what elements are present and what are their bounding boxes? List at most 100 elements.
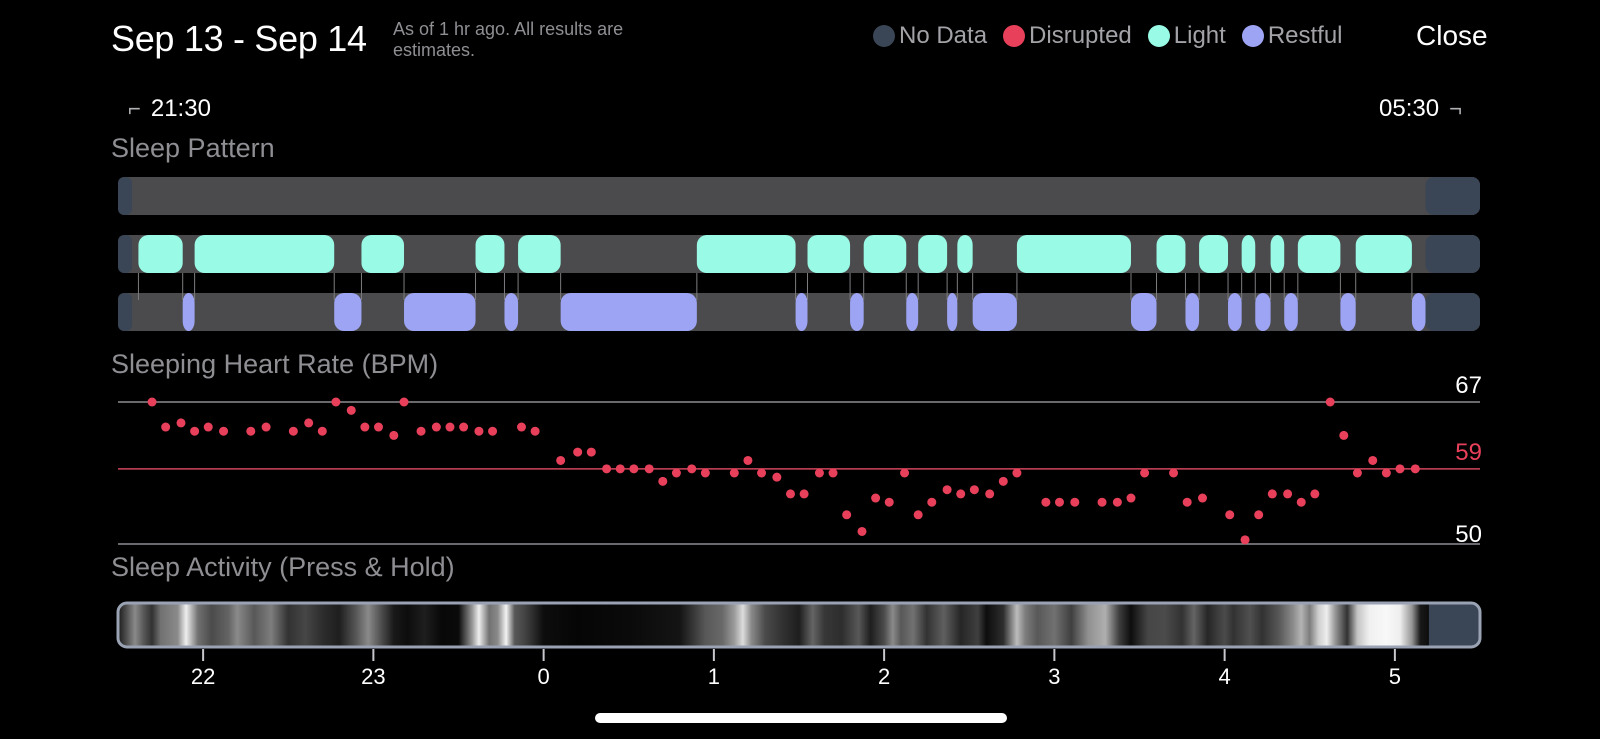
light-sleep-segment bbox=[475, 235, 505, 273]
sleep-activity-bar[interactable] bbox=[116, 601, 1482, 649]
heart-rate-point bbox=[317, 426, 327, 436]
heart-rate-point bbox=[785, 489, 795, 499]
heart-rate-point bbox=[459, 422, 469, 432]
legend-item-disrupted: Disrupted bbox=[1003, 22, 1132, 50]
axis-tick-label: 0 bbox=[538, 664, 550, 689]
no-data-end bbox=[1425, 293, 1480, 331]
heart-rate-point bbox=[1296, 497, 1306, 507]
restful-sleep-segment bbox=[1255, 293, 1271, 331]
heart-rate-point bbox=[828, 468, 838, 478]
bracket-right-icon: ¬ bbox=[1449, 96, 1462, 121]
heart-rate-point bbox=[629, 464, 639, 474]
heart-rate-point bbox=[416, 426, 426, 436]
no-data-end bbox=[1425, 177, 1480, 215]
heart-rate-point bbox=[799, 489, 809, 499]
bracket-left-icon: ⌐ bbox=[128, 96, 141, 121]
heart-rate-point bbox=[573, 447, 583, 457]
heart-rate-point bbox=[1381, 468, 1391, 478]
axis-tick-label: 22 bbox=[191, 664, 215, 689]
heart-rate-point bbox=[658, 476, 668, 486]
heart-rate-point bbox=[1325, 397, 1335, 407]
restful-sleep-segment bbox=[1130, 293, 1157, 331]
heart-rate-point bbox=[586, 447, 596, 457]
heart-rate-point bbox=[615, 464, 625, 474]
range-end-time: 05:30 bbox=[1379, 95, 1440, 122]
restful-sleep-segment bbox=[1340, 293, 1356, 331]
light-sleep-segment bbox=[696, 235, 796, 273]
home-indicator[interactable] bbox=[595, 713, 1007, 723]
heart-rate-point bbox=[431, 422, 441, 432]
heart-rate-point bbox=[842, 510, 852, 520]
sleep-pattern-heading: Sleep Pattern bbox=[111, 133, 275, 163]
light-sleep-segment bbox=[1297, 235, 1341, 273]
heart-rate-point bbox=[556, 455, 566, 465]
light-sleep-segment bbox=[138, 235, 183, 273]
no-data-end bbox=[1425, 235, 1480, 273]
restful-sleep-segment bbox=[404, 293, 476, 331]
heart-rate-point bbox=[942, 485, 952, 495]
hr-average-label: 59 bbox=[1455, 439, 1482, 466]
light-sleep-segment bbox=[518, 235, 561, 273]
page-title: Sep 13 - Sep 14 bbox=[111, 18, 367, 59]
heart-rate-point bbox=[516, 422, 526, 432]
heart-rate-point bbox=[985, 489, 995, 499]
hr-max-label: 67 bbox=[1455, 372, 1482, 399]
range-start: ⌐ 21:30 bbox=[118, 95, 211, 123]
hr-min-label: 50 bbox=[1455, 521, 1482, 548]
heart-rate-chart: 67 59 50 bbox=[118, 372, 1482, 548]
heart-rate-point bbox=[1070, 497, 1080, 507]
restful-sleep-segment bbox=[1185, 293, 1200, 331]
heart-rate-point bbox=[1126, 493, 1136, 503]
sleep-activity-heading: Sleep Activity (Press & Hold) bbox=[111, 552, 455, 582]
heart-rate-point bbox=[1012, 468, 1022, 478]
restful-sleep-segment bbox=[947, 293, 958, 331]
restful-sleep-segment bbox=[1411, 293, 1426, 331]
no-data-start bbox=[118, 235, 132, 273]
heart-rate-point bbox=[331, 397, 341, 407]
no-data-start bbox=[118, 177, 132, 215]
heart-rate-point bbox=[671, 468, 681, 478]
legend-label-no-data: No Data bbox=[899, 22, 988, 49]
heart-rate-point bbox=[1395, 464, 1405, 474]
axis-tick-label: 1 bbox=[708, 664, 720, 689]
heart-rate-point bbox=[1041, 497, 1051, 507]
heart-rate-point bbox=[1240, 535, 1250, 545]
heart-rate-point bbox=[147, 397, 157, 407]
activity-no-data bbox=[1428, 603, 1480, 647]
restful-sleep-segment bbox=[972, 293, 1017, 331]
legend-label-restful: Restful bbox=[1267, 22, 1343, 49]
light-sleep-segment bbox=[194, 235, 335, 273]
heart-rate-point bbox=[857, 526, 867, 536]
light-sleep-segment bbox=[1355, 235, 1412, 273]
heart-rate-point bbox=[884, 497, 894, 507]
heart-rate-point bbox=[1352, 468, 1362, 478]
heart-rate-point bbox=[389, 430, 399, 440]
heart-rate-point bbox=[360, 422, 370, 432]
heart-rate-point bbox=[1267, 489, 1277, 499]
heart-rate-point bbox=[1410, 464, 1420, 474]
heart-rate-point bbox=[1054, 497, 1064, 507]
heart-rate-point bbox=[700, 468, 710, 478]
close-button[interactable]: Close bbox=[1416, 20, 1488, 51]
disrupted-track bbox=[118, 177, 1480, 215]
legend-item-no-data: No Data bbox=[873, 22, 987, 50]
activity-frame bbox=[116, 601, 1482, 649]
light-sleep-segment bbox=[1156, 235, 1186, 273]
heart-rate-point bbox=[1368, 455, 1378, 465]
restful-sleep-segment bbox=[182, 293, 195, 331]
disrupted-dot-icon bbox=[1003, 25, 1026, 47]
restful-sleep-segment bbox=[906, 293, 919, 331]
restful-sleep-segment bbox=[560, 293, 697, 331]
heart-rate-point bbox=[346, 405, 356, 415]
axis-tick-label: 4 bbox=[1219, 664, 1231, 689]
light-sleep-segment bbox=[863, 235, 907, 273]
heart-rate-point bbox=[161, 422, 171, 432]
restful-sleep-segment bbox=[850, 293, 864, 331]
heart-rate-point bbox=[1112, 497, 1122, 507]
heart-rate-point bbox=[998, 476, 1008, 486]
heart-rate-point bbox=[814, 468, 824, 478]
heart-rate-point bbox=[1197, 493, 1207, 503]
light-sleep-segment bbox=[957, 235, 973, 273]
restful-sleep-segment bbox=[795, 293, 808, 331]
